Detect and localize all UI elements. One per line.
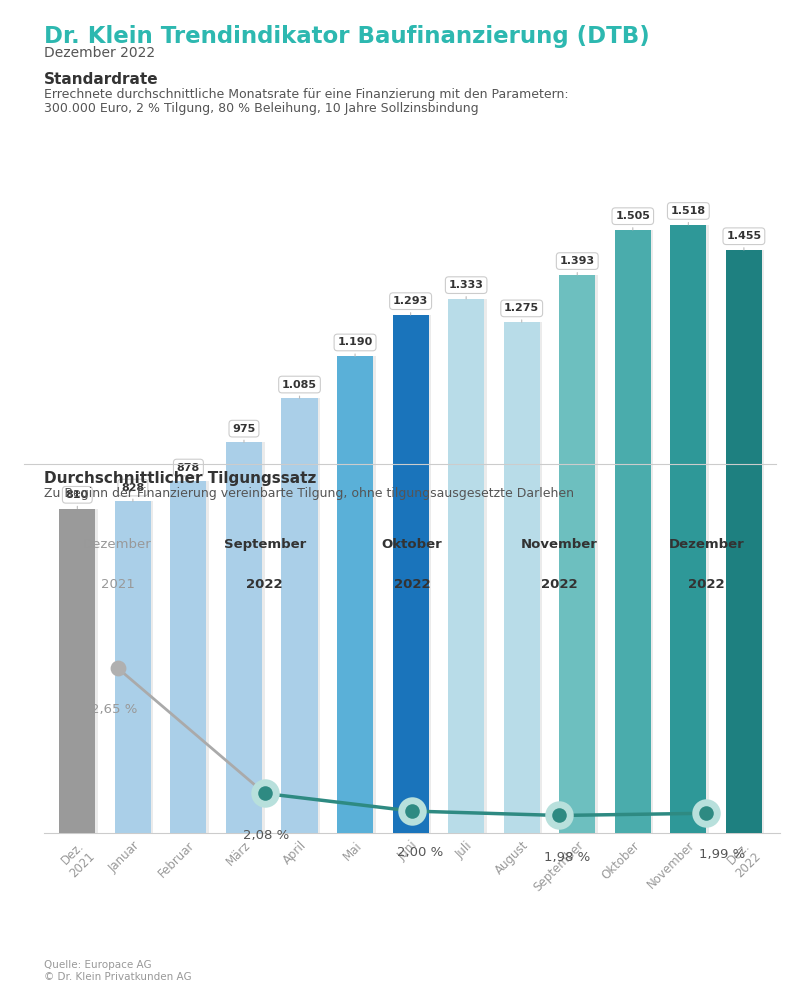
Text: Dr. Klein Trendindikator Baufinanzierung (DTB): Dr. Klein Trendindikator Baufinanzierung… xyxy=(44,25,650,48)
Text: Oktober: Oktober xyxy=(382,538,442,551)
Text: 2,00 %: 2,00 % xyxy=(398,846,443,859)
Point xyxy=(700,805,713,821)
Text: 810: 810 xyxy=(66,490,89,509)
Point xyxy=(406,803,418,819)
Text: 1.518: 1.518 xyxy=(670,206,706,225)
Point xyxy=(553,807,566,823)
Bar xyxy=(506,322,542,833)
Bar xyxy=(504,322,540,833)
Text: 1.275: 1.275 xyxy=(504,303,539,322)
Bar xyxy=(448,299,484,833)
Bar xyxy=(62,509,98,833)
Text: 878: 878 xyxy=(177,462,200,481)
Text: November: November xyxy=(521,538,598,551)
Bar xyxy=(337,356,373,833)
Text: Dezember: Dezember xyxy=(83,538,152,551)
Text: 300.000 Euro, 2 % Tilgung, 80 % Beleihung, 10 Jahre Sollzinsbindung: 300.000 Euro, 2 % Tilgung, 80 % Beleihun… xyxy=(44,102,478,115)
Text: 2022: 2022 xyxy=(541,578,578,591)
Text: 1.190: 1.190 xyxy=(338,337,373,356)
Bar xyxy=(115,501,151,833)
Bar xyxy=(614,230,651,833)
Point xyxy=(700,805,713,821)
Text: September: September xyxy=(224,538,306,551)
Bar xyxy=(673,225,709,833)
Bar xyxy=(559,274,595,833)
Text: 1.333: 1.333 xyxy=(449,280,483,299)
Bar xyxy=(59,509,95,833)
Point xyxy=(406,803,418,819)
Text: 1,99 %: 1,99 % xyxy=(699,848,746,861)
Text: 1.293: 1.293 xyxy=(393,296,428,315)
Text: 2,65 %: 2,65 % xyxy=(91,704,138,717)
Bar xyxy=(284,398,320,833)
Text: 2021: 2021 xyxy=(101,578,134,591)
Bar xyxy=(173,481,209,833)
Bar xyxy=(282,398,318,833)
Bar xyxy=(226,442,262,833)
Text: 2022: 2022 xyxy=(394,578,430,591)
Bar xyxy=(339,356,376,833)
Text: 1.085: 1.085 xyxy=(282,379,317,398)
Text: 1.505: 1.505 xyxy=(615,212,650,230)
Text: © Dr. Klein Privatkunden AG: © Dr. Klein Privatkunden AG xyxy=(44,972,192,982)
Text: Errechnete durchschnittliche Monatsrate für eine Finanzierung mit den Parametern: Errechnete durchschnittliche Monatsrate … xyxy=(44,88,569,101)
Text: 828: 828 xyxy=(122,483,145,501)
Text: 1,98 %: 1,98 % xyxy=(545,850,590,863)
Bar xyxy=(118,501,154,833)
Bar xyxy=(728,250,765,833)
Point xyxy=(111,660,124,676)
Bar xyxy=(618,230,654,833)
Bar xyxy=(670,225,706,833)
Bar xyxy=(229,442,265,833)
Text: 2,08 %: 2,08 % xyxy=(242,828,289,841)
Point xyxy=(258,785,271,801)
Point xyxy=(258,785,271,801)
Text: Dezember 2022: Dezember 2022 xyxy=(44,46,155,60)
Bar xyxy=(450,299,486,833)
Bar xyxy=(170,481,206,833)
Text: 2022: 2022 xyxy=(246,578,283,591)
Text: Durchschnittlicher Tilgungssatz: Durchschnittlicher Tilgungssatz xyxy=(44,471,316,486)
Text: 1.455: 1.455 xyxy=(726,232,762,250)
Text: Quelle: Europace AG: Quelle: Europace AG xyxy=(44,960,152,970)
Text: 2022: 2022 xyxy=(688,578,725,591)
Bar xyxy=(562,274,598,833)
Point xyxy=(553,807,566,823)
Bar xyxy=(395,315,431,833)
Text: Standardrate: Standardrate xyxy=(44,72,158,87)
Text: 975: 975 xyxy=(232,423,255,442)
Text: 1.393: 1.393 xyxy=(560,256,595,274)
Text: Zu Beginn der Finanzierung vereinbarte Tilgung, ohne tilgungsausgesetzte Darlehe: Zu Beginn der Finanzierung vereinbarte T… xyxy=(44,487,574,500)
Text: Dezember: Dezember xyxy=(669,538,744,551)
Bar xyxy=(393,315,429,833)
Bar xyxy=(726,250,762,833)
